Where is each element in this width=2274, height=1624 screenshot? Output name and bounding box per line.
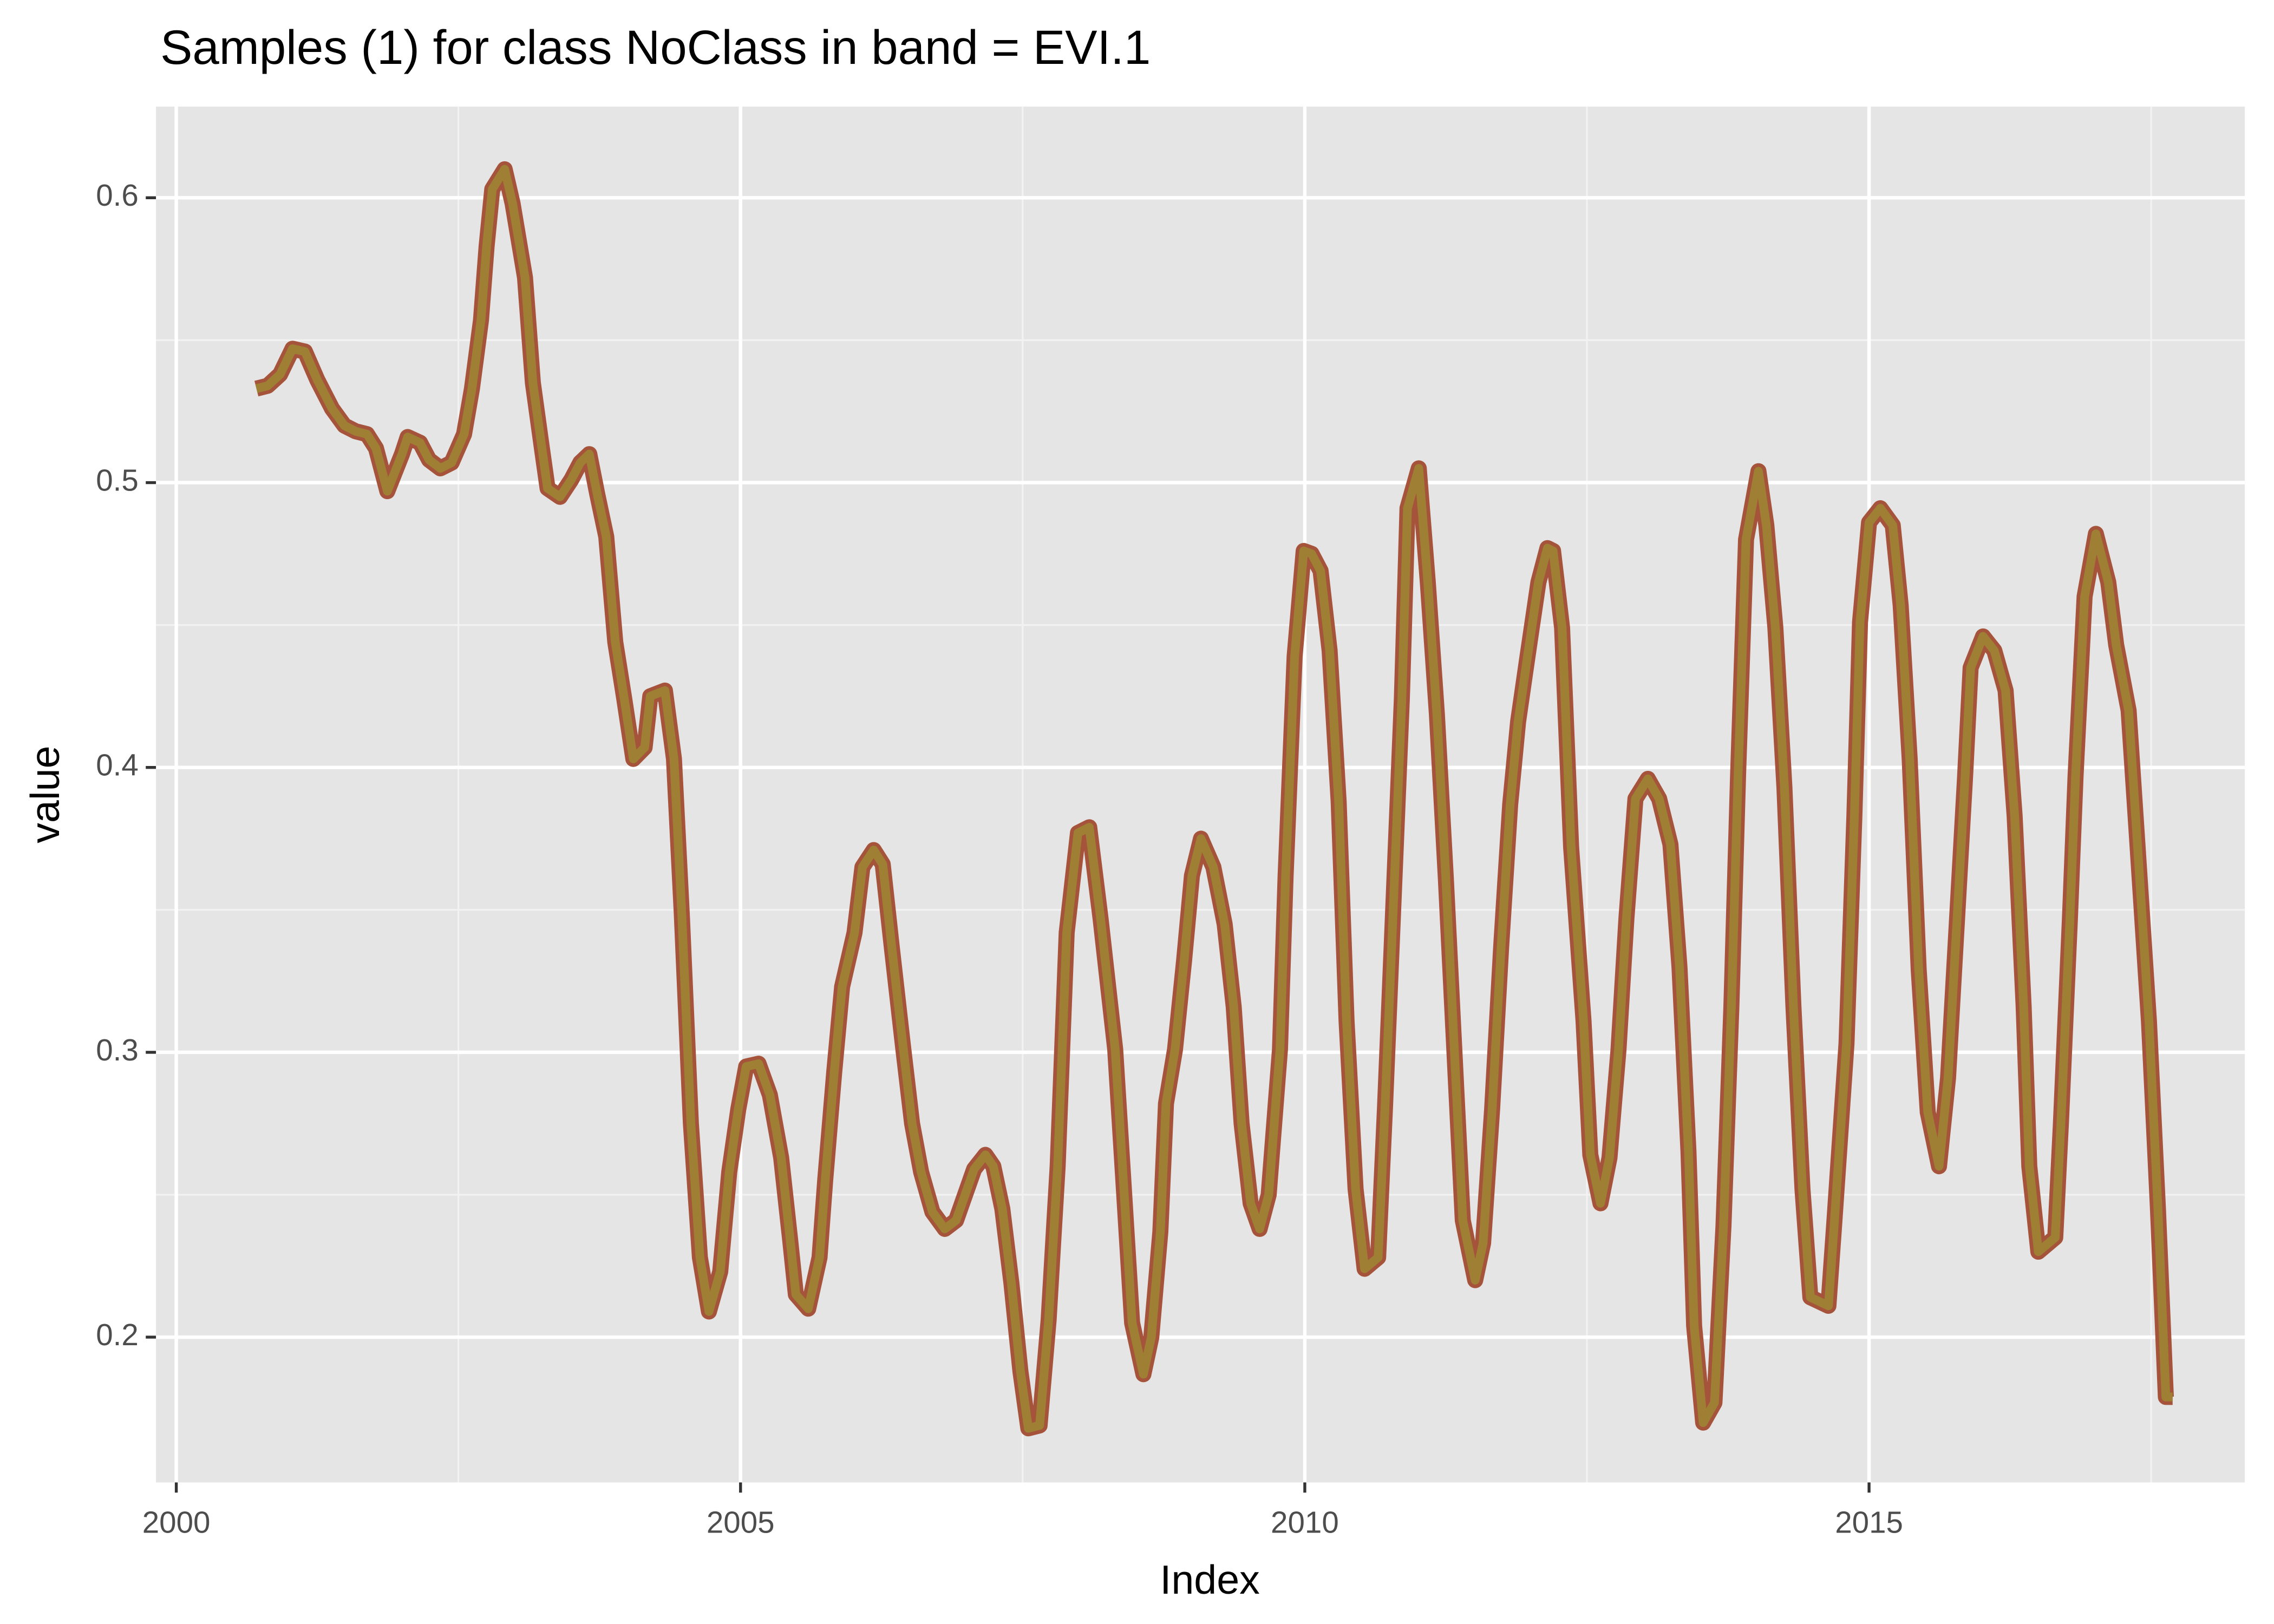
plot-panel [156,106,2245,1483]
grid [156,106,2245,1483]
x-tick-label: 2000 [142,1505,211,1539]
chart-title: Samples (1) for class NoClass in band = … [160,21,1151,74]
line [255,165,2173,1433]
y-tick-label: 0.5 [96,463,139,497]
x-axis-label: Index [1160,1557,1259,1602]
y-tick-label: 0.6 [96,178,139,212]
y-tick-label: 0.2 [96,1318,139,1352]
y-axis-label: value [22,746,68,843]
marks [254,161,2174,1437]
x-tick-label: 2005 [707,1505,775,1539]
y-tick-label: 0.4 [96,748,139,782]
x-tick-label: 2015 [1835,1505,1903,1539]
x-tick-label: 2010 [1271,1505,1339,1539]
y-tick-label: 0.3 [96,1033,139,1067]
ticks: 2000 2005 2010 2015 0.2 0.3 0.4 0.5 0.6 [96,178,1903,1539]
